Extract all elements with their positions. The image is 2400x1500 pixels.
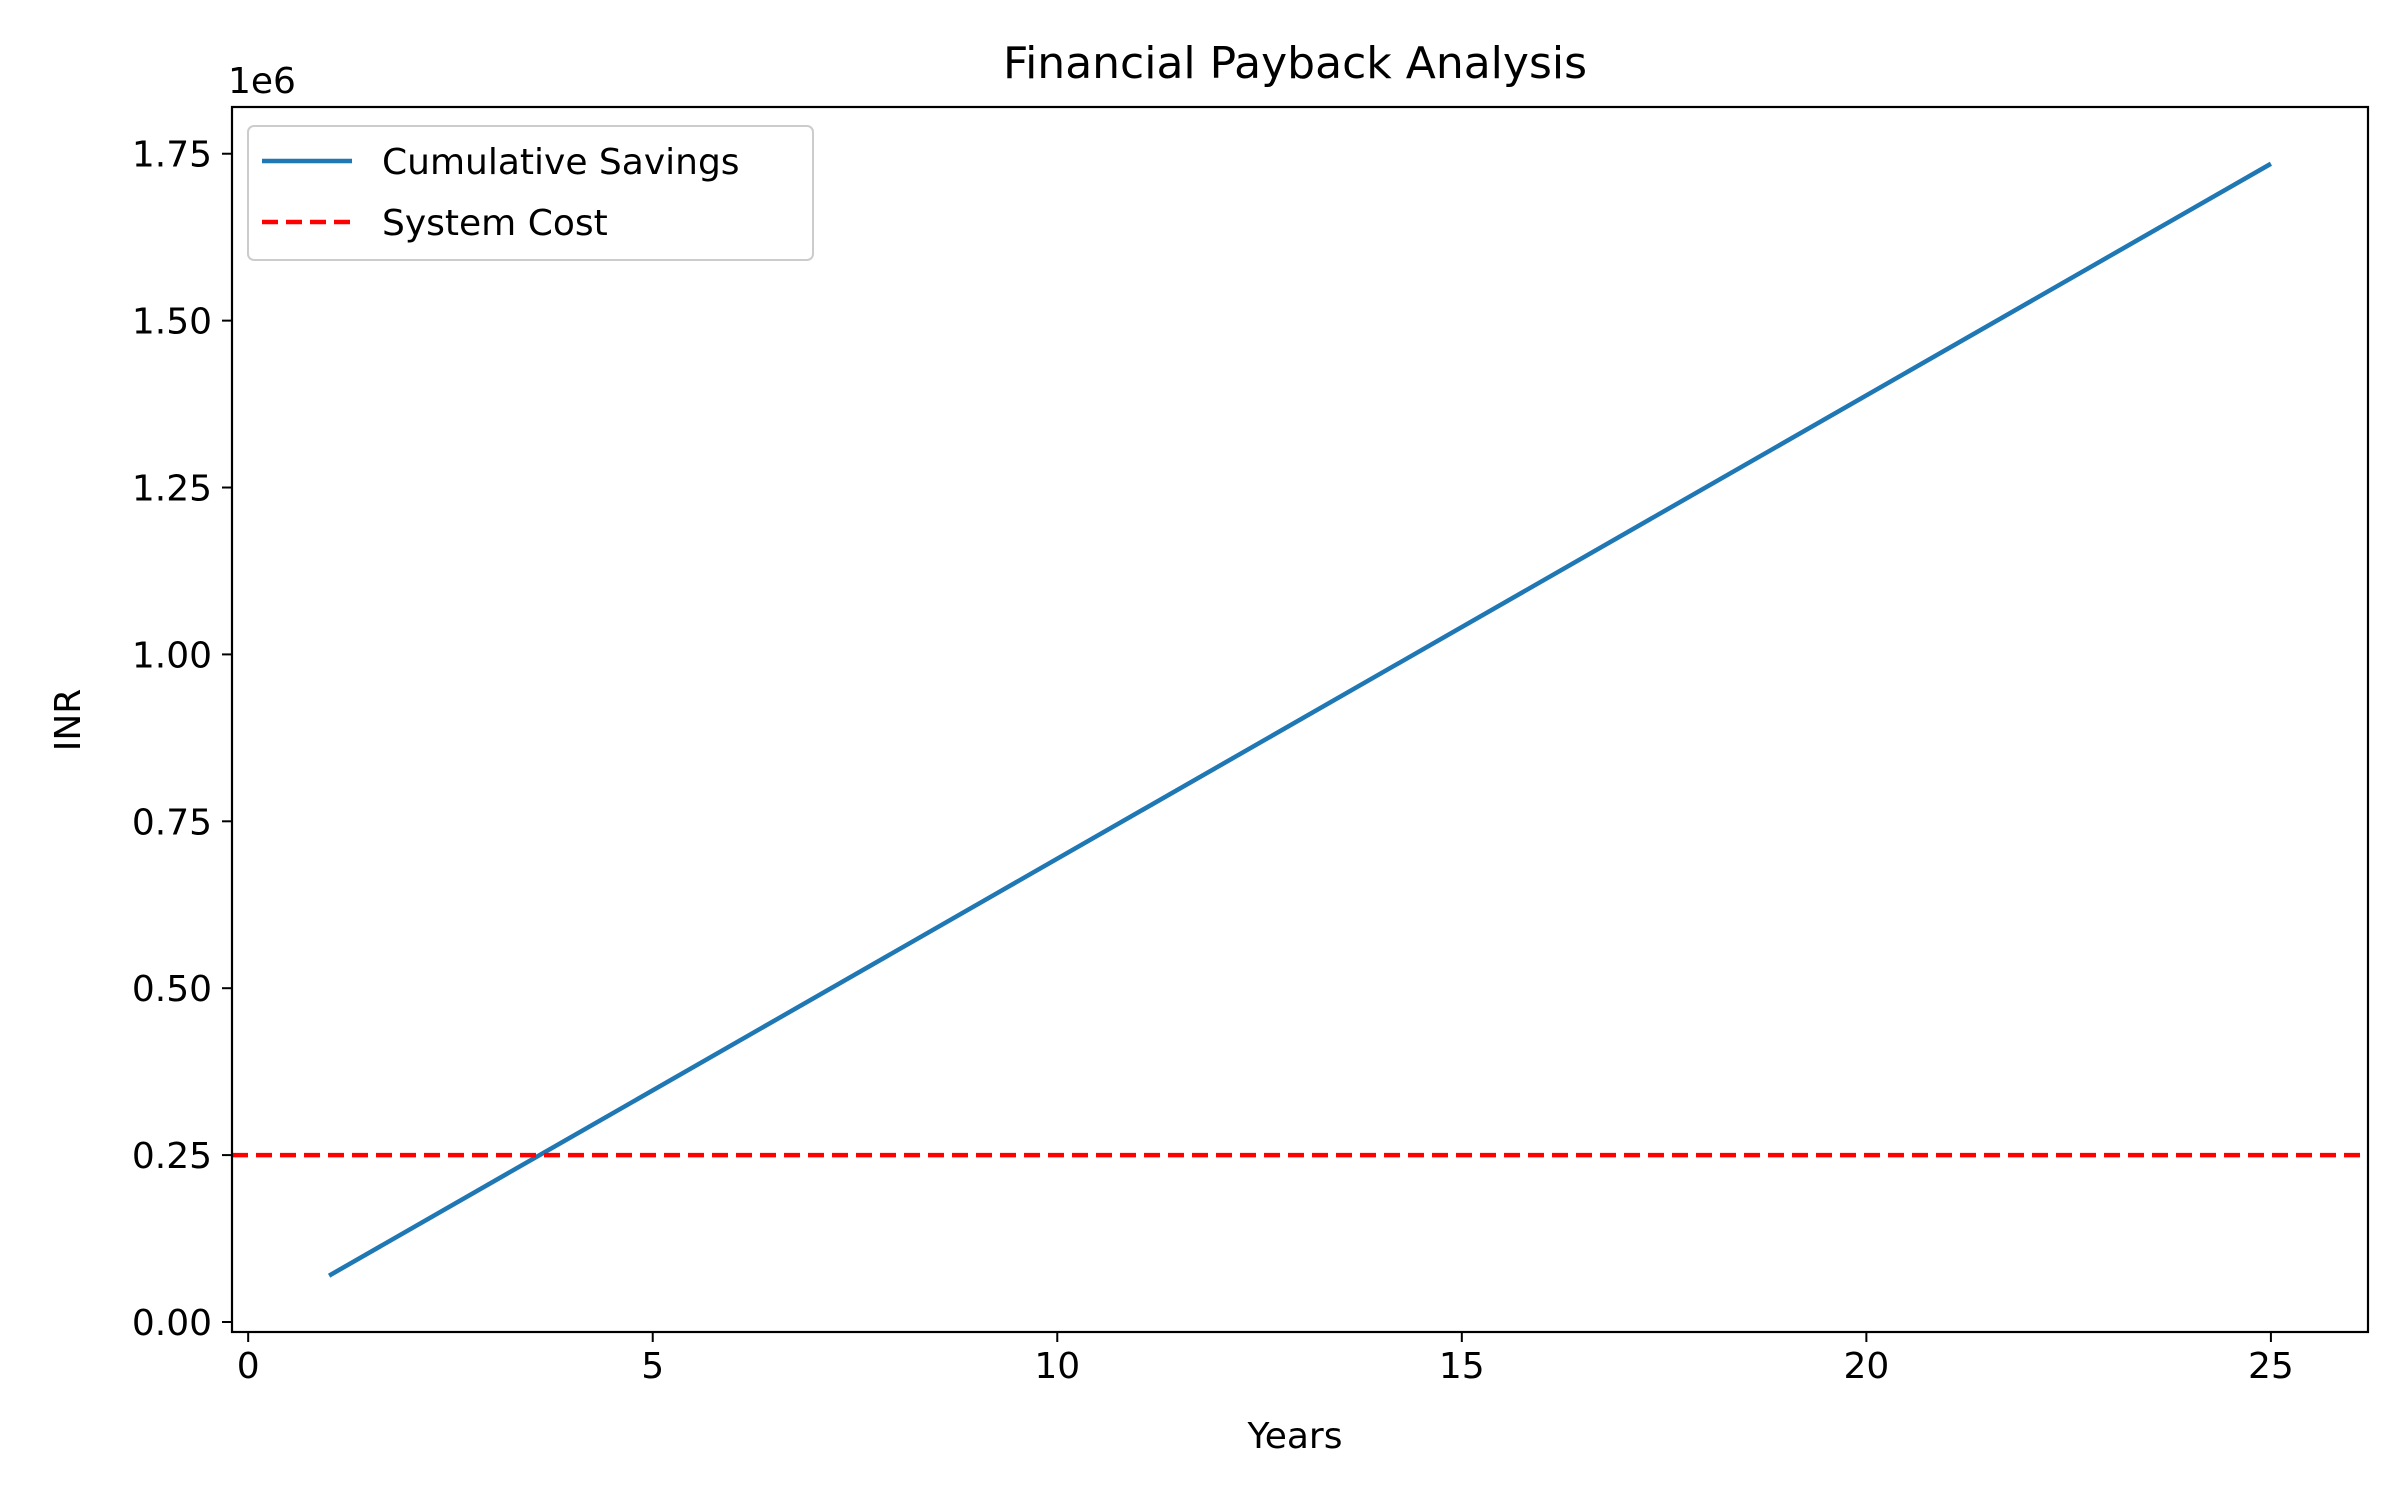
y-tick-label: 0.50 xyxy=(132,969,212,1010)
x-tick-label: 15 xyxy=(1439,1346,1485,1387)
x-tick-label: 0 xyxy=(237,1346,260,1387)
plot-area: 0 5 10 15 20 25 0.00 0.25 0.50 0.75 1.00 1.25 1.50 1.… xyxy=(132,105,2370,1387)
legend-label-system-cost: System Cost xyxy=(382,203,608,244)
y-tick-label: 1.00 xyxy=(132,635,212,676)
y-tick-label: 0.25 xyxy=(132,1136,212,1177)
legend: Cumulative Savings System Cost xyxy=(247,125,814,261)
y-tick-label: 1.50 xyxy=(132,302,212,343)
legend-label-cumulative-savings: Cumulative Savings xyxy=(382,142,740,183)
y-tick-label: 1.75 xyxy=(132,135,212,176)
x-axis-label: Years xyxy=(1247,1416,1343,1457)
chart-title: Financial Payback Analysis xyxy=(1003,38,1587,89)
y-axis-offset-label: 1e6 xyxy=(228,61,296,102)
x-tick-label: 5 xyxy=(641,1346,664,1387)
y-tick-label: 0.75 xyxy=(132,802,212,843)
y-tick-label: 1.25 xyxy=(132,469,212,510)
y-axis-label: INR xyxy=(48,689,89,752)
series-line-cumulative-savings xyxy=(327,161,2273,1278)
x-tick-label: 10 xyxy=(1034,1346,1080,1387)
x-tick-label: 25 xyxy=(2248,1346,2294,1387)
x-tick-label: 20 xyxy=(1843,1346,1889,1387)
y-tick-label: 0.00 xyxy=(132,1303,212,1344)
plot-frame xyxy=(230,105,2370,1334)
legend-box xyxy=(247,125,814,261)
